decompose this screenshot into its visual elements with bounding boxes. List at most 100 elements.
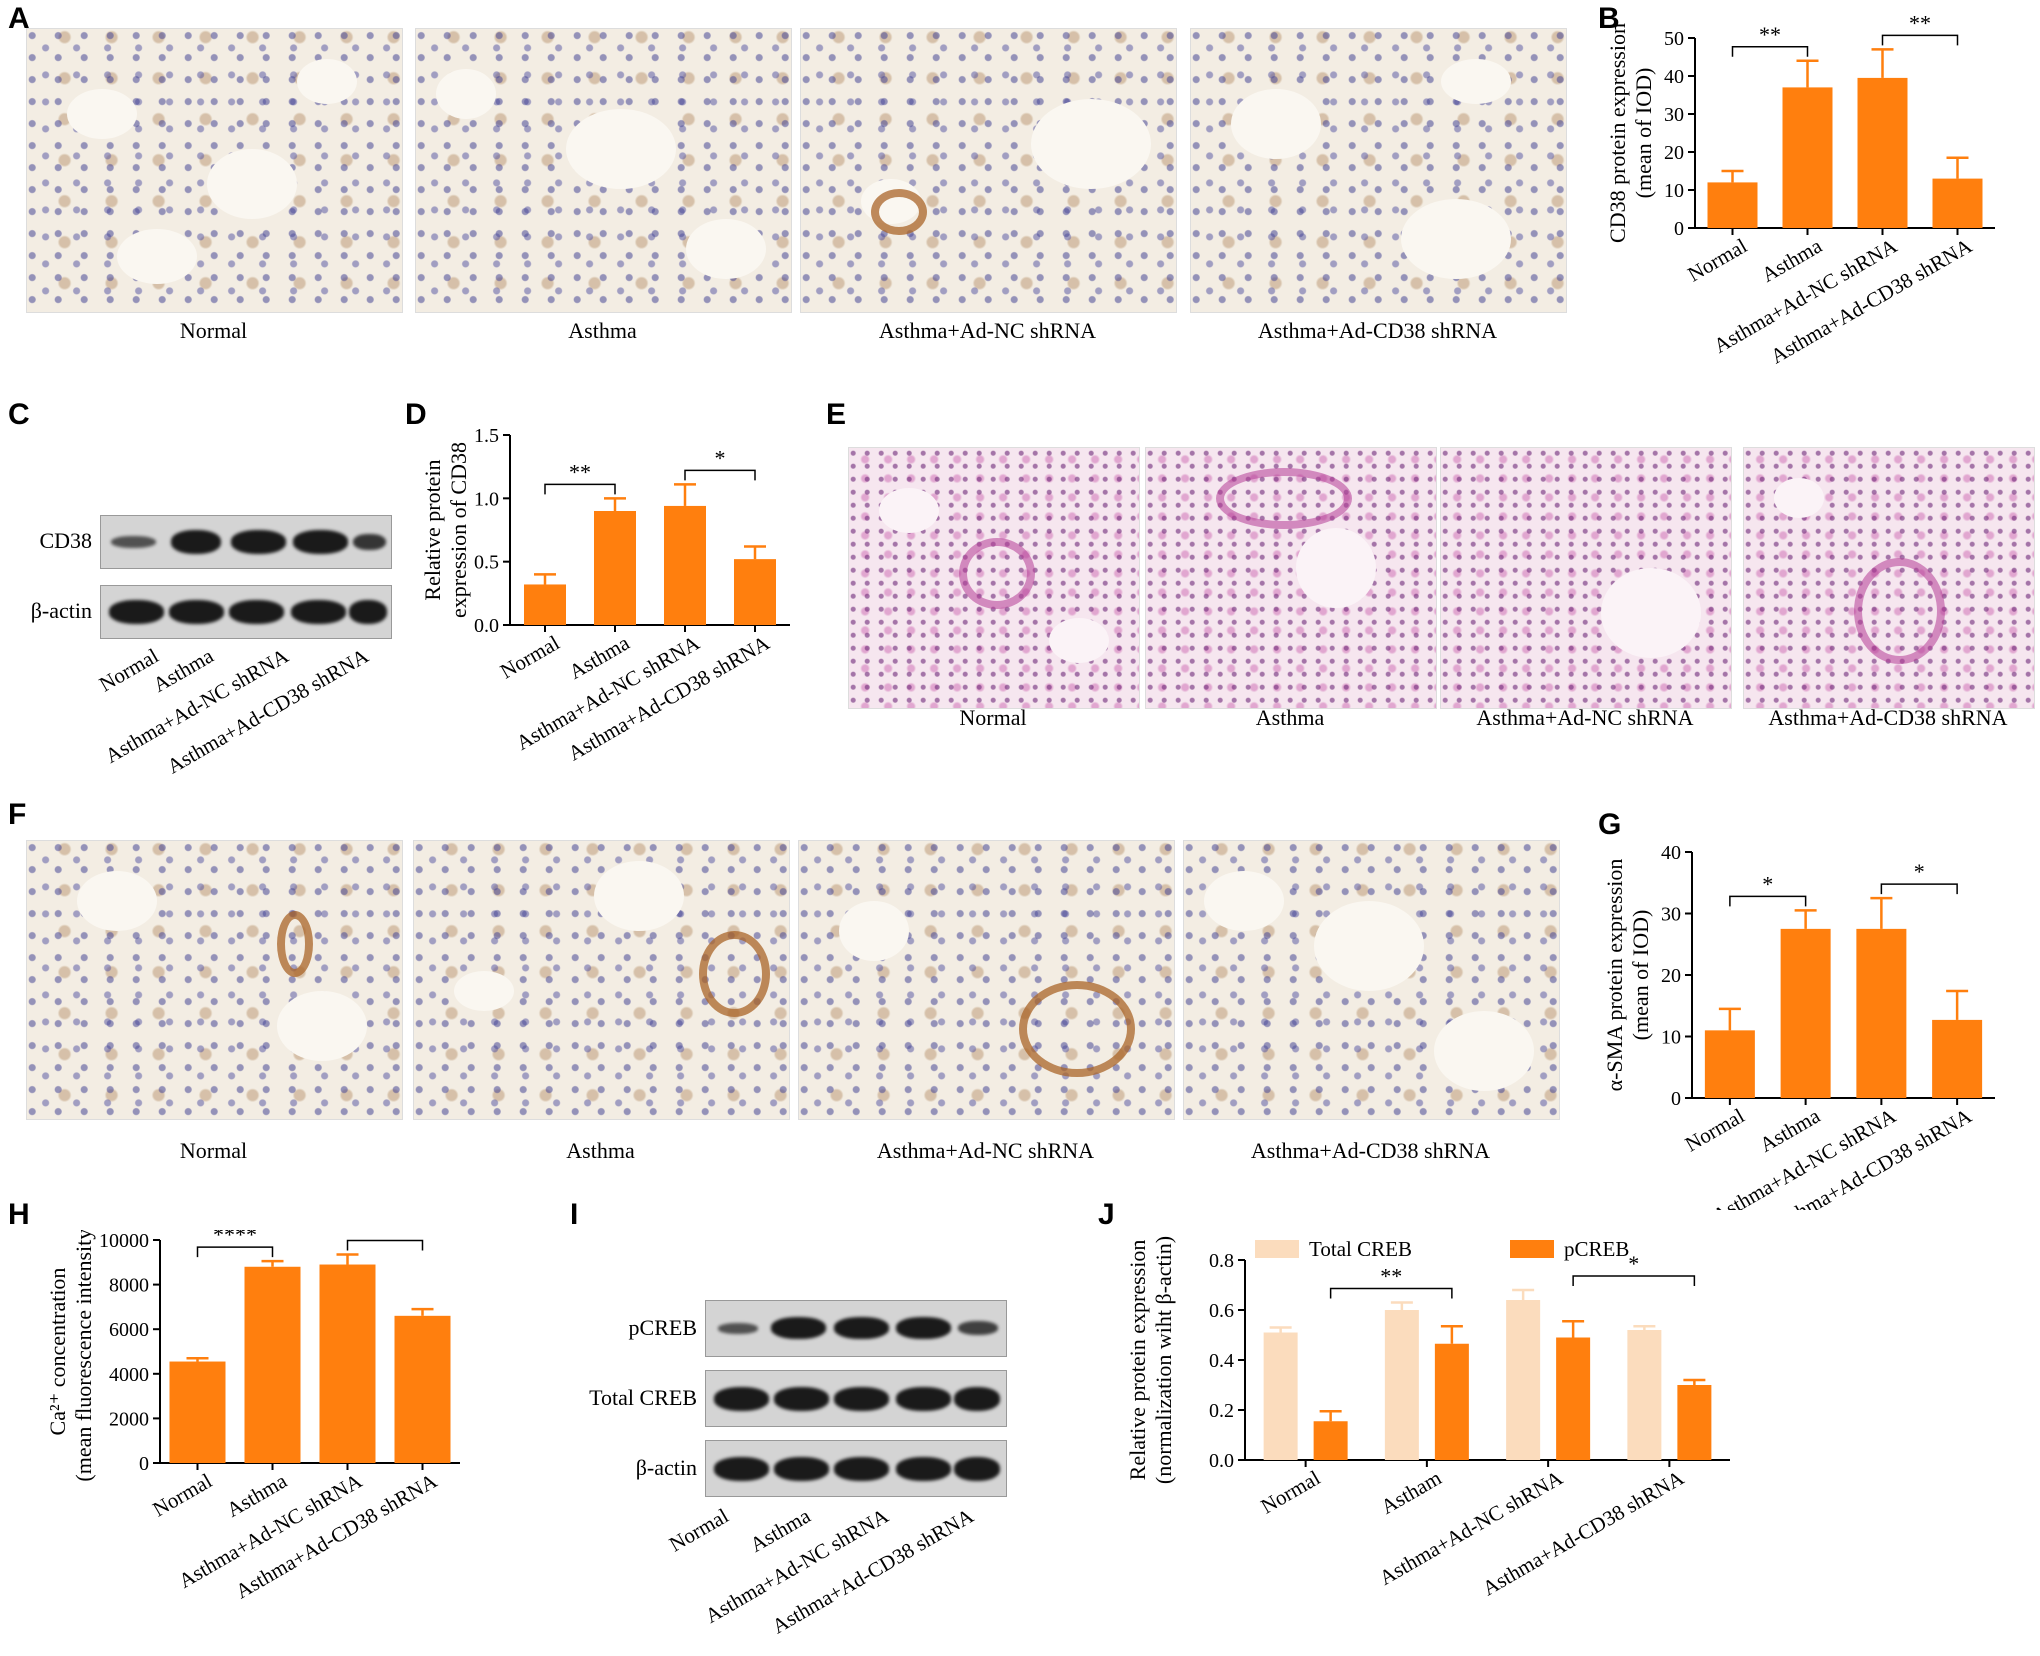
caption-a-ad-cd38: Asthma+Ad-CD38 shRNA: [1257, 318, 1498, 343]
blot-i-beta-actin: [705, 1440, 1007, 1497]
y-tick-label: 8000: [109, 1275, 149, 1297]
caption-e-asthma: Asthma: [1255, 705, 1325, 730]
micrograph-a-normal: [26, 28, 403, 313]
bar: [1707, 182, 1758, 228]
y-tick-label: 0: [1671, 1088, 1681, 1110]
y-tick-label: 10000: [99, 1230, 149, 1252]
bar: [169, 1361, 226, 1463]
caption-f-normal: Normal: [179, 1138, 248, 1163]
y-axis-label: (normalization wiht β-actin): [1151, 1236, 1176, 1484]
bar: [1932, 1019, 1983, 1098]
y-tick-label: 40: [1661, 842, 1681, 864]
caption-f-ad-nc: Asthma+Ad-NC shRNA: [876, 1138, 1095, 1163]
caption-f-ad-cd38: Asthma+Ad-CD38 shRNA: [1250, 1138, 1491, 1163]
bar: [524, 584, 566, 625]
significance-bracket: [196, 1246, 274, 1258]
panel-label-b: B: [1598, 2, 1620, 35]
micrograph-f-ad-cd38: [1183, 840, 1560, 1120]
bar: [1704, 1030, 1755, 1098]
y-axis-label: Ca²⁺ concentration: [45, 1268, 70, 1436]
significance-bracket: [1881, 34, 1959, 46]
category-label: Normal: [1681, 1103, 1749, 1156]
y-tick-label: 4000: [109, 1364, 149, 1386]
blot-i-label-pcreb: pCREB: [628, 1315, 697, 1340]
y-axis-label: Relative protein expression: [1125, 1240, 1150, 1481]
y-tick-label: 0: [139, 1453, 149, 1475]
y-tick-label: 6000: [109, 1319, 149, 1341]
y-tick-label: 1.5: [474, 425, 499, 447]
y-tick-label: 20: [1664, 142, 1684, 164]
bar: [1677, 1385, 1712, 1460]
panel-label-d: D: [405, 398, 427, 431]
significance-bracket: [544, 483, 616, 495]
y-tick-label: 40: [1664, 66, 1684, 88]
chart-h: 0 2000 4000 6000 8000 10000 Ca²⁺ concentration…: [45, 1230, 460, 1603]
micrograph-a-asthma: [415, 28, 792, 313]
bar: [1932, 178, 1983, 228]
bar: [1782, 87, 1833, 229]
bar: [244, 1266, 301, 1463]
significance-label: *: [1762, 871, 1773, 896]
bar: [394, 1315, 451, 1463]
chart-b: 0 10 20 30 40 50 CD38 protein expression (mean …: [1605, 10, 1995, 368]
blot-i-lane-labels: Normal Asthma Asthma+Ad-NC shRNA Asthma+…: [665, 1503, 978, 1638]
caption-a-ad-nc: Asthma+Ad-NC shRNA: [878, 318, 1097, 343]
caption-a-asthma: Asthma: [568, 318, 637, 343]
y-axis-label: (mean of IOD): [1628, 910, 1653, 1041]
category-label: Normal: [496, 630, 564, 683]
blot-c-label-cd38: CD38: [39, 528, 92, 553]
bar: [1506, 1300, 1541, 1460]
bar: [1780, 928, 1831, 1098]
micrograph-f-ad-nc: [798, 840, 1175, 1120]
chart-j: 0.0 0.2 0.4 0.6 0.8 Relative protein expressi…: [1125, 1236, 1730, 1600]
blot-c-lane-0: Normal: [95, 643, 163, 696]
bar: [1384, 1310, 1419, 1460]
significance-label: ****: [213, 1230, 257, 1247]
significance-label: **: [569, 459, 591, 484]
caption-a-normal: Normal: [179, 318, 248, 343]
y-tick-label: 20: [1661, 965, 1681, 987]
bar: [734, 559, 776, 625]
bar: [594, 511, 636, 625]
bar: [1627, 1330, 1662, 1460]
y-tick-label: 2000: [109, 1408, 149, 1430]
category-label: Normal: [1683, 233, 1751, 286]
significance-label: **: [1380, 1264, 1402, 1289]
blot-i-pcreb: [705, 1300, 1007, 1357]
panel-label-h: H: [8, 1198, 30, 1231]
y-tick-label: 0.8: [1209, 1250, 1234, 1272]
blot-i-lane-0: Normal: [665, 1503, 733, 1556]
bar: [1434, 1343, 1469, 1460]
panel-label-g: G: [1598, 808, 1622, 841]
blot-i-label-total-creb: Total CREB: [589, 1385, 697, 1410]
significance-label: **: [1909, 10, 1931, 35]
y-tick-label: 0.0: [1209, 1450, 1234, 1472]
category-label: Normal: [1257, 1465, 1325, 1518]
micrograph-a-ad-nc: [800, 28, 1177, 313]
category-label: Asthma+Ad-CD38 shRNA: [1478, 1465, 1688, 1600]
blot-c-lane-labels: Normal Asthma Asthma+Ad-NC shRNA Asthma+…: [95, 643, 373, 778]
bar: [1856, 928, 1907, 1098]
micrograph-e-asthma: [1145, 447, 1437, 709]
caption-f-asthma: Asthma: [566, 1138, 635, 1163]
significance-label: *: [1914, 859, 1925, 884]
micrograph-a-ad-cd38: [1190, 28, 1567, 313]
blot-c-beta-actin: [100, 585, 392, 639]
y-axis-label: Relative protein: [420, 459, 445, 600]
chart-d: 0.0 0.5 1.0 1.5 Relative protein expression o…: [420, 425, 790, 765]
bar: [319, 1264, 376, 1463]
y-axis-label: CD38 protein expression: [1605, 23, 1630, 243]
y-tick-label: 0.4: [1209, 1350, 1234, 1372]
legend-swatch: [1510, 1240, 1554, 1258]
bar: [1556, 1337, 1591, 1460]
panel-label-c: C: [8, 398, 30, 431]
significance-bracket: [1729, 895, 1807, 907]
legend-label: pCREB: [1564, 1237, 1629, 1261]
significance-bracket: [1880, 883, 1958, 895]
chart-g: 0 10 20 30 40 α-SMA protein expression (mean o…: [1602, 842, 1995, 1210]
significance-bracket: [1572, 1275, 1696, 1286]
significance-bracket: [1731, 46, 1809, 57]
legend-label: Total CREB: [1309, 1237, 1412, 1261]
blot-c-label-beta-actin: β-actin: [30, 598, 92, 623]
y-tick-label: 0.6: [1209, 1300, 1234, 1322]
